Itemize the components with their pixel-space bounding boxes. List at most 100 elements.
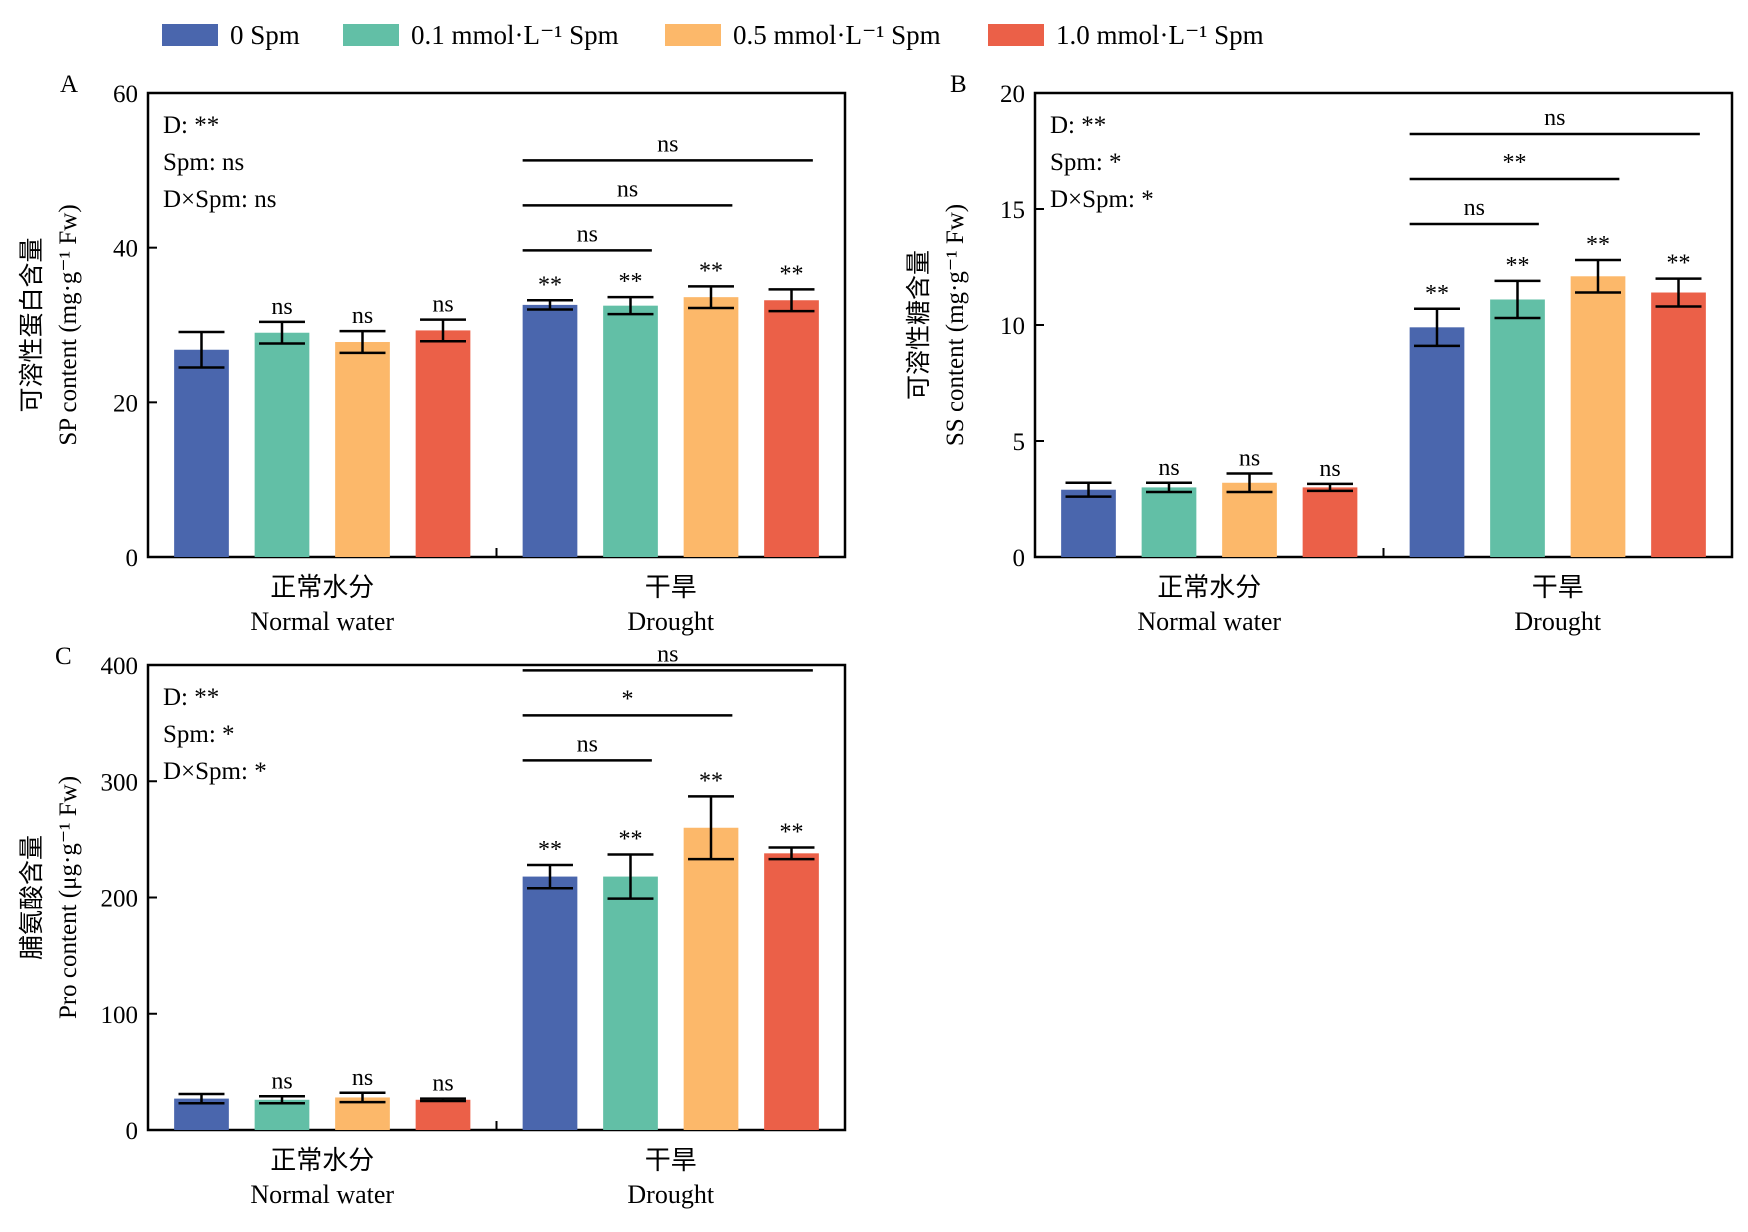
plot-frame xyxy=(1033,91,1734,559)
panel-C: C 0 100 200 300 400 脯氨酸含量 Pro content (μg·g⁻¹ F… xyxy=(18,641,847,1209)
y-axis-title-en: SP content (mg·g⁻¹ Fw) xyxy=(55,204,82,445)
x-category-label-cn: 正常水分 xyxy=(1157,573,1261,602)
significance-label: ns xyxy=(352,1065,373,1091)
anova-stat: D×Spm: ns xyxy=(163,186,276,213)
x-category-label-cn: 干旱 xyxy=(645,573,697,602)
significance-label: ns xyxy=(1239,445,1260,471)
bar xyxy=(603,305,658,557)
anova-stat: Spm: * xyxy=(1050,149,1122,176)
y-tick-label: 0 xyxy=(126,545,139,572)
y-tick-label: 20 xyxy=(113,390,138,417)
significance-label: ns xyxy=(1158,455,1179,481)
significance-label: ** xyxy=(1667,251,1691,277)
legend-swatch xyxy=(988,24,1044,46)
significance-label: ** xyxy=(618,269,642,295)
legend-label: 0.5 mmol·L⁻¹ Spm xyxy=(733,20,941,50)
bar xyxy=(415,1099,471,1130)
legend-label: 0.1 mmol·L⁻¹ Spm xyxy=(411,20,619,50)
y-tick-label: 0 xyxy=(1013,545,1026,572)
y-tick-label: 300 xyxy=(101,769,139,796)
bar xyxy=(415,330,471,557)
x-category-label-cn: 干旱 xyxy=(1532,573,1584,602)
bar xyxy=(603,876,658,1130)
bar xyxy=(522,876,578,1130)
legend-swatch xyxy=(162,24,218,46)
anova-stat: Spm: * xyxy=(163,721,235,748)
bar xyxy=(1302,487,1358,557)
x-category-label-cn: 干旱 xyxy=(645,1146,697,1175)
significance-label: ns xyxy=(432,292,453,318)
bracket-label: ns xyxy=(657,641,678,667)
bracket-label: ns xyxy=(1544,105,1565,131)
legend-swatch xyxy=(665,24,721,46)
y-tick-label: 40 xyxy=(113,236,138,263)
x-category-label-cn: 正常水分 xyxy=(270,1146,374,1175)
bar xyxy=(764,853,819,1130)
panel-B: B 0 5 10 15 20 可溶性糖含量 SS content (mg·g⁻¹ Fw) ns n… xyxy=(905,71,1734,636)
bracket-label: ns xyxy=(577,221,598,247)
anova-stat: D: ** xyxy=(163,684,219,711)
bar xyxy=(522,304,578,557)
panel-letter: C xyxy=(55,643,72,670)
y-tick-label: 15 xyxy=(1000,197,1025,224)
plot-frame xyxy=(146,663,847,1132)
y-tick-label: 100 xyxy=(101,1002,139,1029)
y-axis-title-cn: 可溶性蛋白含量 xyxy=(18,237,46,412)
y-tick-label: 5 xyxy=(1013,429,1026,456)
y-axis-title-cn: 脯氨酸含量 xyxy=(18,835,46,960)
bar xyxy=(1651,292,1706,557)
bracket-label: ns xyxy=(1464,195,1485,221)
bracket-label: ns xyxy=(577,731,598,757)
x-category-label-en: Normal water xyxy=(250,607,394,636)
significance-label: ** xyxy=(1505,253,1529,279)
anova-stat: D: ** xyxy=(163,112,219,139)
legend-label: 1.0 mmol·L⁻¹ Spm xyxy=(1056,20,1264,50)
significance-label: ns xyxy=(432,1071,453,1097)
plot-frame xyxy=(146,91,847,559)
anova-stat: Spm: ns xyxy=(163,149,244,176)
anova-stat: D×Spm: * xyxy=(163,758,267,785)
significance-label: ** xyxy=(618,826,642,852)
anova-stat: D×Spm: * xyxy=(1050,186,1154,213)
bar xyxy=(1222,482,1277,557)
bracket-label: ns xyxy=(657,131,678,157)
y-axis-title-en: SS content (mg·g⁻¹ Fw) xyxy=(942,204,969,446)
x-category-label-en: Drought xyxy=(627,1180,714,1209)
bar xyxy=(683,297,739,557)
y-axis-title-cn: 可溶性糖含量 xyxy=(905,250,933,400)
y-tick-label: 400 xyxy=(101,653,139,680)
x-category-label-en: Normal water xyxy=(250,1180,394,1209)
bar xyxy=(335,342,390,557)
y-tick-label: 200 xyxy=(101,886,139,913)
significance-label: ** xyxy=(1425,281,1449,307)
bracket-label: ns xyxy=(617,176,638,202)
legend: 0 Spm 0.1 mmol·L⁻¹ Spm 0.5 mmol·L⁻¹ Spm 1.0… xyxy=(162,20,1264,50)
significance-label: ** xyxy=(538,837,562,863)
legend-swatch xyxy=(343,24,399,46)
bar xyxy=(764,300,819,557)
anova-stat: D: ** xyxy=(1050,112,1106,139)
x-category-label-en: Drought xyxy=(1514,607,1601,636)
y-tick-label: 0 xyxy=(126,1118,139,1145)
y-axis-title-en: Pro content (μg·g⁻¹ Fw) xyxy=(55,776,82,1019)
bar xyxy=(254,1099,310,1130)
significance-label: ** xyxy=(780,820,804,846)
x-category-label-cn: 正常水分 xyxy=(270,573,374,602)
bar xyxy=(1490,299,1545,557)
significance-label: ns xyxy=(352,303,373,329)
bracket-label: * xyxy=(621,686,633,712)
significance-label: ** xyxy=(699,768,723,794)
significance-label: ns xyxy=(1319,456,1340,482)
y-tick-label: 20 xyxy=(1000,81,1025,108)
legend-label: 0 Spm xyxy=(230,20,300,50)
bar xyxy=(1409,327,1465,557)
significance-label: ns xyxy=(271,1068,292,1094)
bar xyxy=(1061,489,1116,557)
significance-label: ** xyxy=(1586,232,1610,258)
x-category-label-en: Drought xyxy=(627,607,714,636)
significance-label: ** xyxy=(538,272,562,298)
y-tick-label: 60 xyxy=(113,81,138,108)
